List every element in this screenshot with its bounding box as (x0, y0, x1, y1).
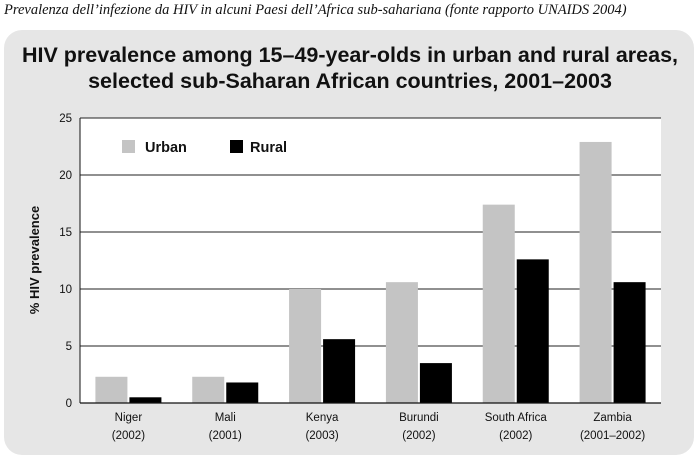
bar-urban-kenya (289, 289, 322, 403)
y-tick-label-15: 15 (59, 227, 72, 239)
legend-swatch-rural (230, 140, 243, 153)
y-tick-label-10: 10 (59, 284, 72, 296)
chart-title-line-1: HIV prevalence among 15–49-year-olds in … (21, 43, 678, 67)
bar-rural-mali (226, 382, 259, 403)
bar-urban-mali (192, 376, 225, 403)
chart-title-line-2: selected sub-Saharan African countries, … (88, 69, 612, 93)
legend: Urban Rural (122, 140, 287, 156)
x-tick-year-burundi: (2002) (402, 430, 435, 442)
x-tick-year-zambia: (2001–2002) (580, 430, 645, 442)
y-tick-labels: 0 5 10 15 20 25 (59, 113, 72, 410)
bar-rural-kenya (323, 339, 356, 403)
x-tick-label-kenya: Kenya (306, 412, 339, 424)
figure-caption: Prevalenza dell’infezione da HIV in alcu… (4, 2, 627, 18)
x-tick-year-mali: (2001) (209, 430, 242, 442)
x-tick-year-niger: (2002) (112, 430, 145, 442)
legend-label-urban: Urban (145, 140, 187, 156)
x-tick-year-kenya: (2003) (305, 430, 338, 442)
x-tick-label-south-africa: South Africa (485, 412, 548, 424)
bar-urban-burundi (385, 282, 418, 403)
bar-urban-south-africa (482, 204, 515, 403)
legend-swatch-urban (122, 140, 135, 153)
bar-rural-burundi (419, 363, 452, 403)
y-tick-label-0: 0 (66, 398, 72, 410)
y-tick-label-25: 25 (59, 113, 72, 125)
x-tick-year-south-africa: (2002) (499, 430, 532, 442)
bars (95, 141, 646, 403)
x-tick-label-mali: Mali (215, 412, 236, 424)
gridlines (80, 117, 661, 347)
y-axis-label: % HIV prevalence (27, 206, 42, 314)
plot-area (80, 118, 661, 403)
legend-label-rural: Rural (250, 140, 287, 156)
x-tick-labels: Niger (2002) Mali (2001) Kenya (2003) Burundi (… (112, 412, 646, 442)
y-tick-label-20: 20 (59, 170, 72, 182)
x-tick-label-niger: Niger (115, 412, 143, 424)
x-tick-label-burundi: Burundi (399, 412, 439, 424)
bar-urban-zambia (579, 141, 612, 403)
bar-urban-niger (95, 376, 128, 403)
bar-rural-zambia (613, 282, 646, 403)
bar-rural-south-africa (516, 259, 549, 403)
x-tick-label-zambia: Zambia (593, 412, 632, 424)
bar-rural-niger (129, 397, 162, 403)
y-tick-label-5: 5 (66, 341, 72, 353)
